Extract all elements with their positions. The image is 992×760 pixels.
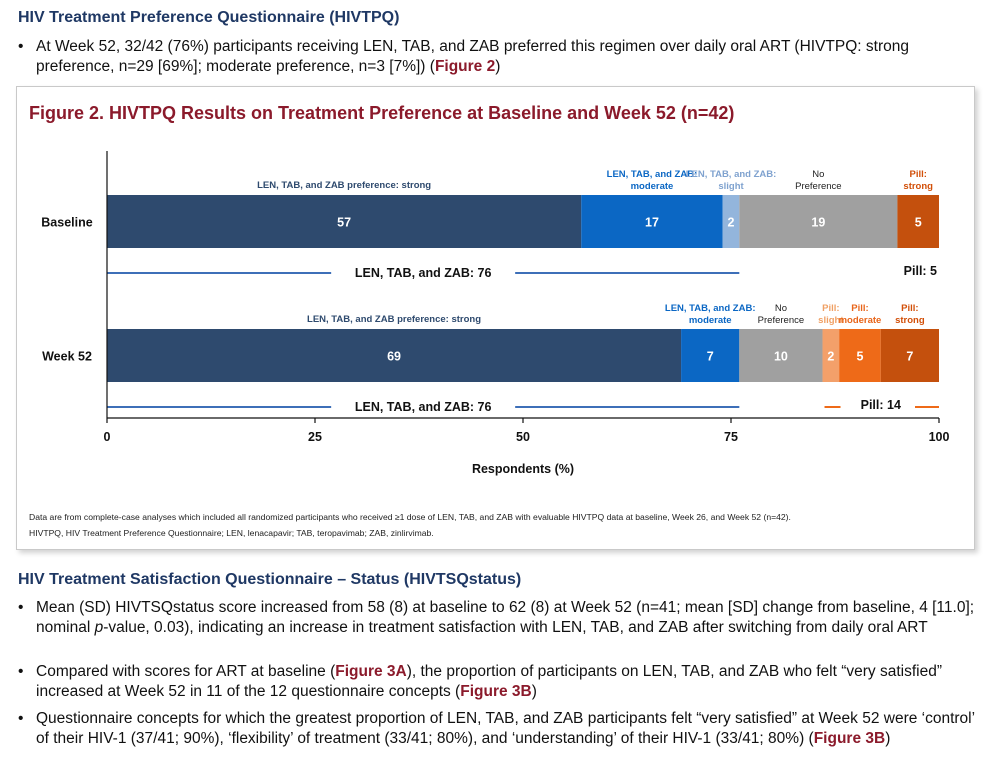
segment-category-label: Pill: [901,303,918,314]
segment-category-label: moderate [839,315,882,326]
bullet-dot: • [18,663,24,680]
bar-segment-no_pref [739,329,823,382]
segment-category-label: slight [818,315,844,326]
segment-category-label: LEN, TAB, and ZAB: [665,303,756,314]
bar-segment-pill_slight [822,329,840,382]
row-label-0: Baseline [41,216,92,230]
hivtpq-bullet: • At Week 52, 32/42 (76%) participants r… [18,37,978,77]
x-tick-label: 100 [929,430,950,444]
bullet-close: ) [495,58,501,75]
x-tick-label: 0 [104,430,111,444]
pill-total-label: Pill: 5 [904,264,937,278]
bar-segment-strong [107,195,582,248]
segment-category-label: moderate [631,181,674,192]
bar-segment-slight [722,195,740,248]
segment-category-label: LEN, TAB, and ZAB preference: strong [307,314,481,325]
bullet-text: Questionnaire concepts for which the gre… [36,710,975,747]
bar-value-label: 2 [827,350,834,364]
bar-value-label: 2 [728,216,735,230]
figure-title: Figure 2. HIVTPQ Results on Treatment Pr… [29,103,735,123]
bullet-text: ), the proportion of participants on LEN… [36,663,943,700]
bar-value-label: 7 [707,350,714,364]
bar-value-label: 19 [811,216,825,230]
bullet-text: At Week 52, 32/42 (76%) participants rec… [36,38,909,75]
x-tick-label: 50 [516,430,530,444]
footnote-abbreviations: HIVTPQ, HIV Treatment Preference Questio… [29,528,434,538]
bullet-dot: • [18,38,24,55]
figure-3a-ref-link[interactable]: Figure 3A [335,663,407,680]
x-tick-label: 75 [724,430,738,444]
segment-category-label: Pill: [851,303,868,314]
x-axis-title: Respondents (%) [472,462,574,476]
bar-segment-moderate [681,329,740,382]
figure-2-panel: Figure 2. HIVTPQ Results on Treatment Pr… [16,86,975,550]
segment-category-label: LEN, TAB, and ZAB: [686,169,777,180]
segment-category-label: strong [903,181,933,192]
segment-category-label: No [812,169,824,180]
segment-category-label: slight [718,181,744,192]
segment-category-label: Pill: [822,303,839,314]
footnote-data-source: Data are from complete-case analyses whi… [29,512,791,522]
bullet-dot: • [18,710,24,727]
len-total-label: LEN, TAB, and ZAB: 76 [355,400,492,414]
hivtsq-bullet-1: • Mean (SD) HIVTSQstatus score increased… [18,598,978,638]
bullet-text: Mean (SD) HIVTSQstatus score increased f… [36,599,975,636]
hivtsq-section-title: HIV Treatment Satisfaction Questionnaire… [18,571,522,588]
hivtsq-bullet-3: • Questionnaire concepts for which the g… [18,709,978,749]
bar-value-label: 5 [915,216,922,230]
x-tick-label: 25 [308,430,322,444]
p-italic: p [94,619,104,636]
bullet-text: ) [531,683,537,700]
bar-segment-no_pref [739,195,898,248]
bar-value-label: 7 [906,350,913,364]
bar-segment-pill_strong [880,329,939,382]
len-total-label: LEN, TAB, and ZAB: 76 [355,266,492,280]
bullet-text: -value, 0.03), indicating an increase in… [103,619,928,636]
segment-category-label: moderate [689,315,732,326]
segment-category-label: No [775,303,787,314]
figure-2-ref-link[interactable]: Figure 2 [434,58,496,75]
bar-value-label: 69 [387,350,401,364]
bar-value-label: 5 [856,350,863,364]
hivtsq-bullet-2: • Compared with scores for ART at baseli… [18,662,978,702]
hivtpq-section-title: HIV Treatment Preference Questionnaire (… [18,9,400,26]
bar-segment-moderate [581,195,723,248]
bar-segment-strong [107,329,682,382]
bar-value-label: 17 [645,216,659,230]
bar-value-label: 10 [774,350,788,364]
figure-3b-ref-link[interactable]: Figure 3B [813,730,886,747]
segment-category-label: LEN, TAB, and ZAB: [607,169,698,180]
segment-category-label: strong [895,315,925,326]
segment-category-label: LEN, TAB, and ZAB preference: strong [257,180,431,191]
bar-value-label: 57 [337,216,351,230]
segment-category-label: Pill: [909,169,926,180]
bullet-dot: • [18,599,24,616]
bullet-text: ) [885,730,891,747]
row-label-1: Week 52 [42,350,92,364]
figure-3b-ref-link[interactable]: Figure 3B [460,683,532,700]
segment-category-label: Preference [795,181,841,192]
segment-category-label: Preference [758,315,804,326]
pill-total-label: Pill: 14 [861,398,901,412]
bar-segment-pill_moderate [839,329,881,382]
bar-segment-pill_strong [897,195,939,248]
bullet-text: Compared with scores for ART at baseline… [36,663,336,680]
